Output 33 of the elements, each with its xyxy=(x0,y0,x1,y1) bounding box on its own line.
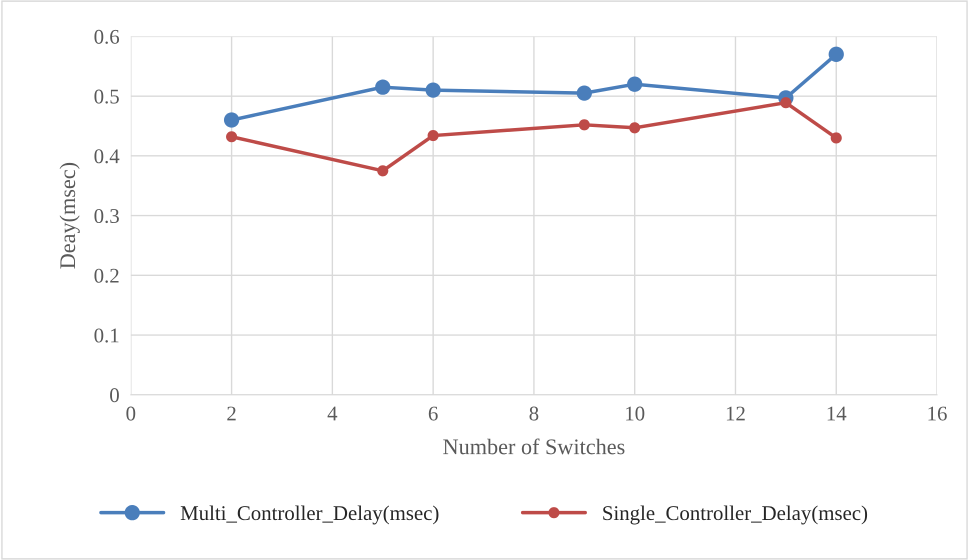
point xyxy=(375,80,390,95)
point xyxy=(224,112,240,128)
x-tick-label: 6 xyxy=(428,406,438,421)
point xyxy=(377,165,388,176)
point xyxy=(428,130,439,142)
y-tick-label: 0.6 xyxy=(94,30,120,44)
point xyxy=(830,132,842,144)
x-tick-label: 4 xyxy=(328,406,338,420)
y-tick-label: 0.2 xyxy=(94,268,119,283)
y-axis-title: Deay(msec) xyxy=(60,162,80,269)
x-tick-label: 8 xyxy=(530,406,538,421)
legend-label: Multi_Controller_Delay(msec) xyxy=(180,506,438,524)
point xyxy=(426,82,441,98)
x-tick-label: 12 xyxy=(726,406,745,420)
point xyxy=(576,86,592,101)
x-tick-label: 16 xyxy=(928,406,947,421)
point xyxy=(627,76,642,92)
point xyxy=(629,122,640,134)
y-tick-label: 0.3 xyxy=(94,208,119,224)
point xyxy=(780,97,792,108)
y-tick-label: 0.5 xyxy=(94,90,119,104)
y-tick-label: 0 xyxy=(110,388,119,402)
x-tick-label: 2 xyxy=(227,406,236,420)
point xyxy=(828,46,844,62)
legend-label: Single_Controller_Delay(msec) xyxy=(603,506,868,524)
x-tick-label: 14 xyxy=(828,406,846,420)
point xyxy=(578,119,590,130)
x-tick-label: 10 xyxy=(626,406,644,421)
x-axis-title: Number of Switches xyxy=(443,438,624,454)
point xyxy=(226,131,238,142)
y-tick-label: 0.4 xyxy=(94,149,120,164)
x-tick-label: 0 xyxy=(126,406,136,421)
y-tick-label: 0.1 xyxy=(94,328,118,343)
